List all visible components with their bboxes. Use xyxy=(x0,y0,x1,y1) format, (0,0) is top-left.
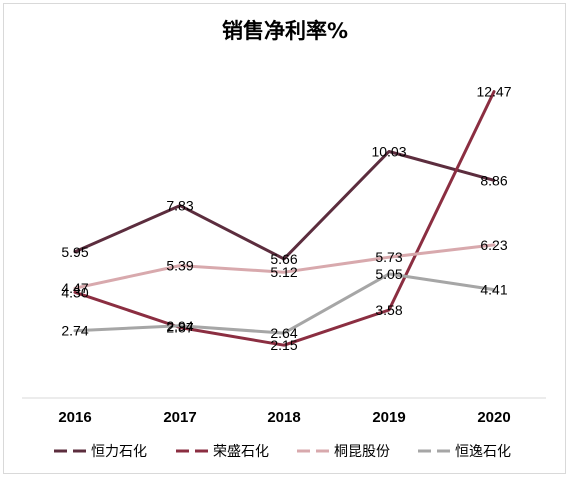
data-label: 5.66 xyxy=(270,251,297,267)
data-label: 2.94 xyxy=(166,318,193,334)
data-label: 2.64 xyxy=(270,325,297,341)
legend-label: 恒逸石化 xyxy=(455,444,511,460)
chart-title: 销售净利率% xyxy=(222,19,348,43)
x-tick-label: 2016 xyxy=(58,409,91,426)
data-label: 12.47 xyxy=(476,84,511,100)
data-label: 8.86 xyxy=(480,172,507,188)
data-label: 5.05 xyxy=(375,266,402,282)
data-label: 4.30 xyxy=(61,284,88,300)
data-label-layer: 5.95 7.83 5.66 10.03 8.86 4.30 2.87 2.15 3.58 12.… xyxy=(61,84,511,354)
data-label: 2.74 xyxy=(61,323,88,339)
x-axis-ticks: 2016 2017 2018 2019 2020 xyxy=(58,409,510,426)
series-line-1 xyxy=(73,150,496,261)
data-label: 5.95 xyxy=(61,244,88,260)
data-label: 5.12 xyxy=(270,264,297,280)
x-tick-label: 2020 xyxy=(477,409,510,426)
legend-label: 荣盛石化 xyxy=(213,444,269,460)
data-label: 2.87 xyxy=(166,319,193,335)
series-line-3 xyxy=(73,243,496,290)
x-tick-label: 2019 xyxy=(372,409,405,426)
data-label: 4.47 xyxy=(61,280,88,296)
legend-label: 桐昆股份 xyxy=(334,444,390,460)
x-tick-label: 2018 xyxy=(267,409,300,426)
series-line-2 xyxy=(73,90,496,347)
data-label: 5.39 xyxy=(166,258,193,274)
series-layer xyxy=(73,90,496,347)
x-tick-label: 2017 xyxy=(163,409,196,426)
legend: 恒力石化 荣盛石化 桐昆股份 恒逸石化 xyxy=(54,444,511,460)
series-line-4 xyxy=(73,272,496,335)
data-label: 7.83 xyxy=(166,198,193,214)
data-label: 5.73 xyxy=(375,249,402,265)
chart-frame xyxy=(3,3,566,474)
data-label: 6.23 xyxy=(480,237,507,253)
data-label: 2.15 xyxy=(270,337,297,353)
data-label: 3.58 xyxy=(375,302,402,318)
data-label: 10.03 xyxy=(371,144,406,160)
data-label: 4.41 xyxy=(480,282,507,298)
legend-label: 恒力石化 xyxy=(91,444,147,460)
